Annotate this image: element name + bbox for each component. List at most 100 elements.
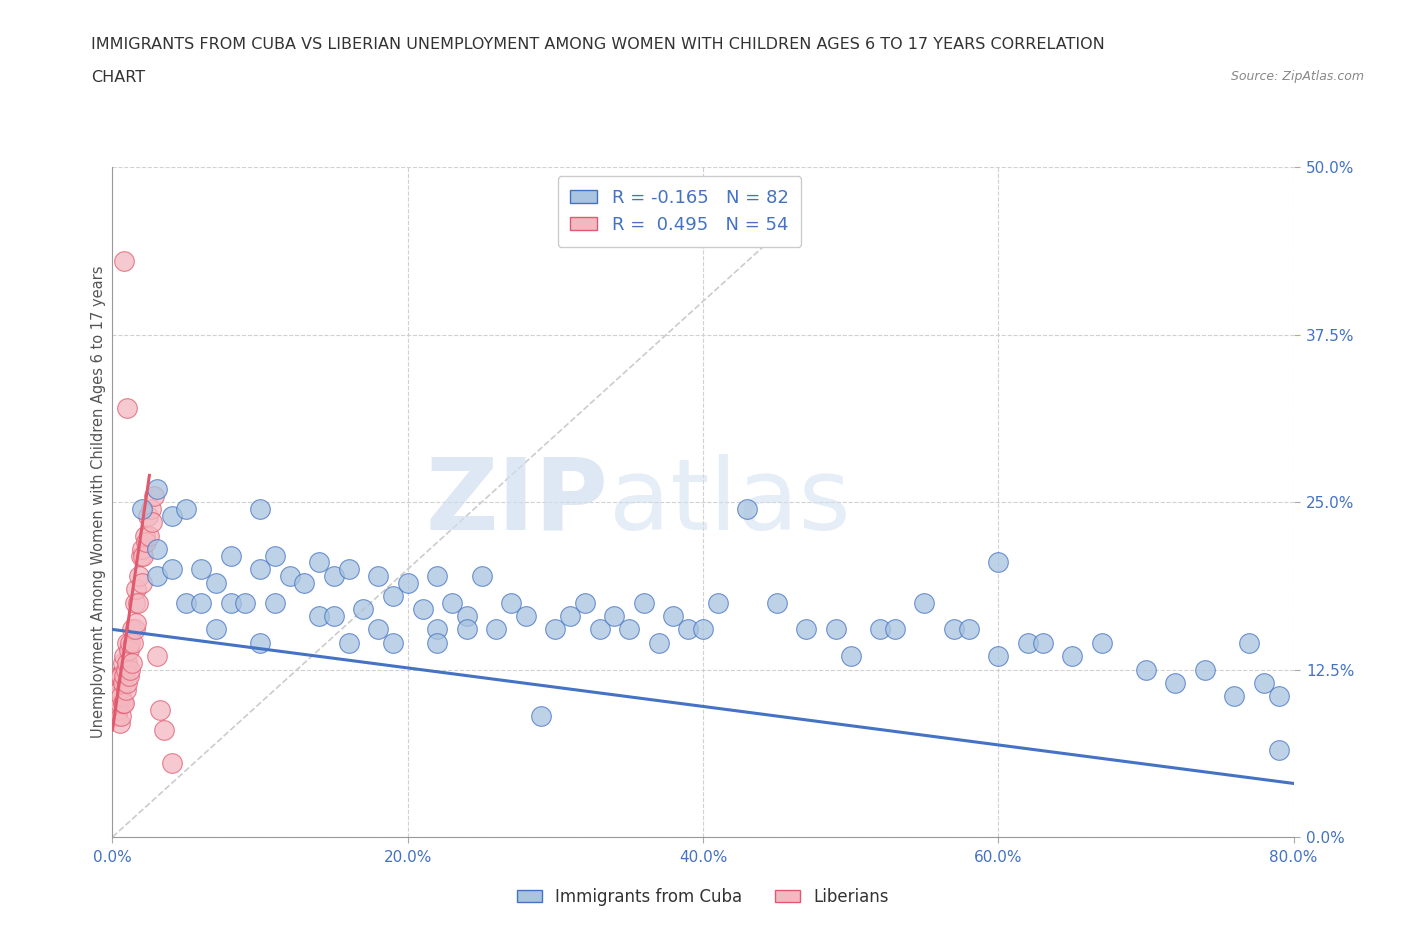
- Immigrants from Cuba: [367, 568, 389, 583]
- Liberians: [122, 635, 145, 650]
- Liberians: [131, 541, 153, 556]
- Immigrants from Cuba: [619, 622, 641, 637]
- Immigrants from Cuba: [131, 501, 153, 516]
- Liberians: [114, 683, 136, 698]
- Liberians: [136, 508, 159, 523]
- Liberians: [111, 696, 134, 711]
- Immigrants from Cuba: [190, 595, 212, 610]
- Liberians: [135, 535, 157, 550]
- Immigrants from Cuba: [146, 541, 169, 556]
- Liberians: [110, 669, 132, 684]
- Immigrants from Cuba: [839, 649, 862, 664]
- Liberians: [117, 635, 138, 650]
- Immigrants from Cuba: [914, 595, 936, 610]
- Immigrants from Cuba: [1135, 662, 1157, 677]
- Immigrants from Cuba: [426, 568, 449, 583]
- Immigrants from Cuba: [737, 501, 759, 516]
- Liberians: [120, 662, 142, 677]
- Immigrants from Cuba: [278, 568, 301, 583]
- Immigrants from Cuba: [662, 608, 685, 623]
- Immigrants from Cuba: [869, 622, 891, 637]
- Immigrants from Cuba: [249, 562, 271, 577]
- Liberians: [129, 549, 152, 564]
- Liberians: [108, 683, 131, 698]
- Liberians: [138, 528, 160, 543]
- Liberians: [125, 616, 148, 631]
- Liberians: [112, 649, 135, 664]
- Immigrants from Cuba: [884, 622, 907, 637]
- Immigrants from Cuba: [323, 608, 346, 623]
- Liberians: [107, 689, 129, 704]
- Immigrants from Cuba: [382, 635, 405, 650]
- Immigrants from Cuba: [1194, 662, 1216, 677]
- Immigrants from Cuba: [588, 622, 610, 637]
- Liberians: [107, 669, 129, 684]
- Immigrants from Cuba: [692, 622, 714, 637]
- Immigrants from Cuba: [174, 595, 197, 610]
- Immigrants from Cuba: [323, 568, 346, 583]
- Text: ZIP: ZIP: [426, 454, 609, 551]
- Immigrants from Cuba: [544, 622, 567, 637]
- Immigrants from Cuba: [264, 549, 287, 564]
- Immigrants from Cuba: [678, 622, 700, 637]
- Liberians: [118, 669, 141, 684]
- Immigrants from Cuba: [219, 595, 242, 610]
- Liberians: [139, 501, 162, 516]
- Y-axis label: Unemployment Among Women with Children Ages 6 to 17 years: Unemployment Among Women with Children A…: [91, 266, 105, 738]
- Immigrants from Cuba: [824, 622, 846, 637]
- Immigrants from Cuba: [1268, 689, 1291, 704]
- Liberians: [149, 702, 172, 717]
- Liberians: [110, 709, 132, 724]
- Liberians: [117, 656, 138, 671]
- Immigrants from Cuba: [1091, 635, 1114, 650]
- Liberians: [111, 675, 134, 690]
- Liberians: [121, 656, 143, 671]
- Liberians: [104, 689, 127, 704]
- Immigrants from Cuba: [146, 482, 169, 497]
- Liberians: [124, 595, 146, 610]
- Immigrants from Cuba: [174, 501, 197, 516]
- Liberians: [111, 656, 134, 671]
- Immigrants from Cuba: [796, 622, 818, 637]
- Liberians: [127, 595, 149, 610]
- Immigrants from Cuba: [367, 622, 389, 637]
- Liberians: [128, 568, 150, 583]
- Immigrants from Cuba: [1032, 635, 1054, 650]
- Immigrants from Cuba: [501, 595, 523, 610]
- Immigrants from Cuba: [249, 501, 271, 516]
- Immigrants from Cuba: [515, 608, 537, 623]
- Immigrants from Cuba: [1017, 635, 1039, 650]
- Legend: R = -0.165   N = 82, R =  0.495   N = 54: R = -0.165 N = 82, R = 0.495 N = 54: [558, 177, 801, 246]
- Liberians: [160, 756, 183, 771]
- Liberians: [108, 716, 131, 731]
- Liberians: [121, 622, 143, 637]
- Immigrants from Cuba: [308, 608, 330, 623]
- Immigrants from Cuba: [308, 555, 330, 570]
- Liberians: [114, 662, 136, 677]
- Liberians: [108, 696, 131, 711]
- Immigrants from Cuba: [146, 568, 169, 583]
- Liberians: [120, 635, 142, 650]
- Immigrants from Cuba: [574, 595, 596, 610]
- Immigrants from Cuba: [1268, 742, 1291, 757]
- Liberians: [146, 649, 169, 664]
- Immigrants from Cuba: [382, 589, 405, 604]
- Liberians: [107, 702, 129, 717]
- Immigrants from Cuba: [1239, 635, 1261, 650]
- Immigrants from Cuba: [633, 595, 655, 610]
- Immigrants from Cuba: [233, 595, 256, 610]
- Immigrants from Cuba: [1253, 675, 1275, 690]
- Liberians: [124, 622, 146, 637]
- Immigrants from Cuba: [441, 595, 464, 610]
- Liberians: [134, 528, 156, 543]
- Immigrants from Cuba: [766, 595, 789, 610]
- Immigrants from Cuba: [426, 622, 449, 637]
- Liberians: [132, 549, 155, 564]
- Immigrants from Cuba: [337, 635, 360, 650]
- Immigrants from Cuba: [456, 622, 478, 637]
- Immigrants from Cuba: [485, 622, 508, 637]
- Immigrants from Cuba: [647, 635, 671, 650]
- Immigrants from Cuba: [1223, 689, 1246, 704]
- Liberians: [104, 702, 127, 717]
- Immigrants from Cuba: [456, 608, 478, 623]
